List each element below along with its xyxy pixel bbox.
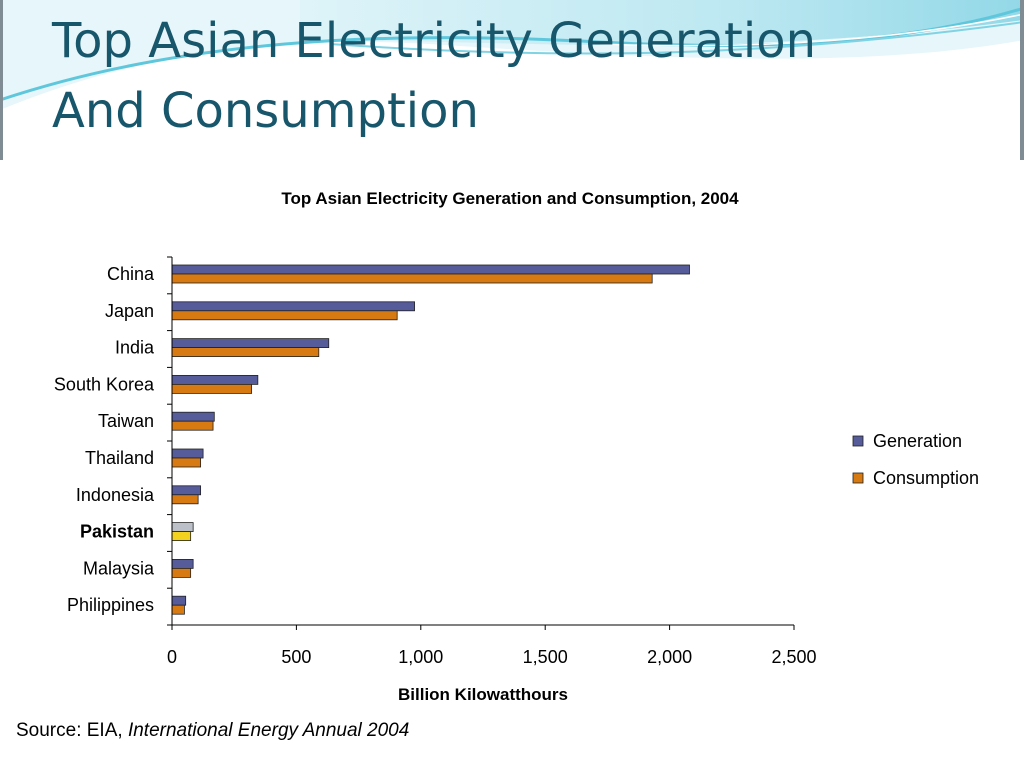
bar-pakistan-generation	[171, 522, 194, 532]
bar-pakistan-consumption	[171, 531, 192, 541]
source-publication: International Energy Annual 2004	[127, 720, 410, 741]
bar-indonesia-generation	[171, 485, 202, 496]
bar-china-generation	[171, 264, 690, 275]
bar-taiwan-generation	[171, 411, 215, 422]
left-border	[0, 0, 3, 160]
slide-title: Top Asian Electricity Generation And Con…	[52, 6, 816, 146]
x-tick-label-2000: 2,000	[647, 647, 692, 667]
y-tick-label-india: India	[115, 338, 155, 358]
y-tick-label-south-korea: South Korea	[54, 374, 155, 394]
x-tick-label-500: 500	[281, 647, 311, 667]
bar-malaysia-generation	[171, 559, 194, 569]
y-tick-label-taiwan: Taiwan	[98, 411, 154, 431]
y-tick-label-malaysia: Malaysia	[83, 558, 155, 578]
source-prefix: Source: EIA,	[16, 720, 123, 741]
bar-south-korea-generation	[171, 374, 259, 385]
header-wave-line-3	[599, 13, 1024, 47]
x-tick-label-2500: 2,500	[771, 647, 816, 667]
y-tick-label-thailand: Thailand	[85, 448, 154, 468]
bar-thailand-generation	[171, 448, 204, 459]
source-note: Source: EIA, International Energy Annual…	[16, 720, 409, 742]
bar-japan-generation	[171, 301, 415, 312]
y-tick-label-china: China	[107, 264, 155, 284]
bar-philippines-consumption	[171, 604, 185, 615]
slide-title-line-1: Top Asian Electricity Generation	[52, 13, 816, 69]
y-tick-label-pakistan: Pakistan	[80, 522, 154, 542]
bar-japan-consumption	[171, 310, 398, 321]
bars-group	[171, 264, 690, 615]
bar-south-korea-consumption	[171, 383, 253, 394]
legend-label-generation: Generation	[873, 431, 962, 451]
bar-india-consumption	[171, 347, 320, 358]
x-axis-label: Billion Kilowatthours	[398, 685, 568, 704]
bar-indonesia-consumption	[171, 494, 199, 505]
x-tick-label-1500: 1,500	[523, 647, 568, 667]
bar-philippines-generation	[171, 595, 187, 606]
right-border	[1020, 0, 1024, 160]
legend-label-consumption: Consumption	[873, 468, 979, 488]
bar-thailand-consumption	[171, 457, 202, 468]
y-tick-label-japan: Japan	[105, 301, 154, 321]
y-tick-label-indonesia: Indonesia	[76, 485, 155, 505]
x-tick-label-1000: 1,000	[398, 647, 443, 667]
legend-swatch-generation	[852, 435, 864, 447]
chart-title: Top Asian Electricity Generation and Con…	[281, 189, 739, 208]
header-wave-mid	[300, 0, 1024, 45]
bar-malaysia-consumption	[171, 568, 192, 578]
slide-title-line-2: And Consumption	[52, 83, 479, 139]
bar-india-generation	[171, 338, 330, 349]
bar-china-consumption	[171, 273, 653, 284]
legend-swatch-consumption	[852, 472, 864, 484]
bar-taiwan-consumption	[171, 420, 214, 431]
chart-legend: Generation Consumption	[852, 431, 979, 488]
y-tick-label-philippines: Philippines	[67, 595, 154, 615]
axes-group: China Japan India South Korea Taiwan Thailand…	[54, 256, 817, 667]
header-wave-line-2	[329, 21, 1024, 55]
x-tick-label-0: 0	[167, 647, 177, 667]
